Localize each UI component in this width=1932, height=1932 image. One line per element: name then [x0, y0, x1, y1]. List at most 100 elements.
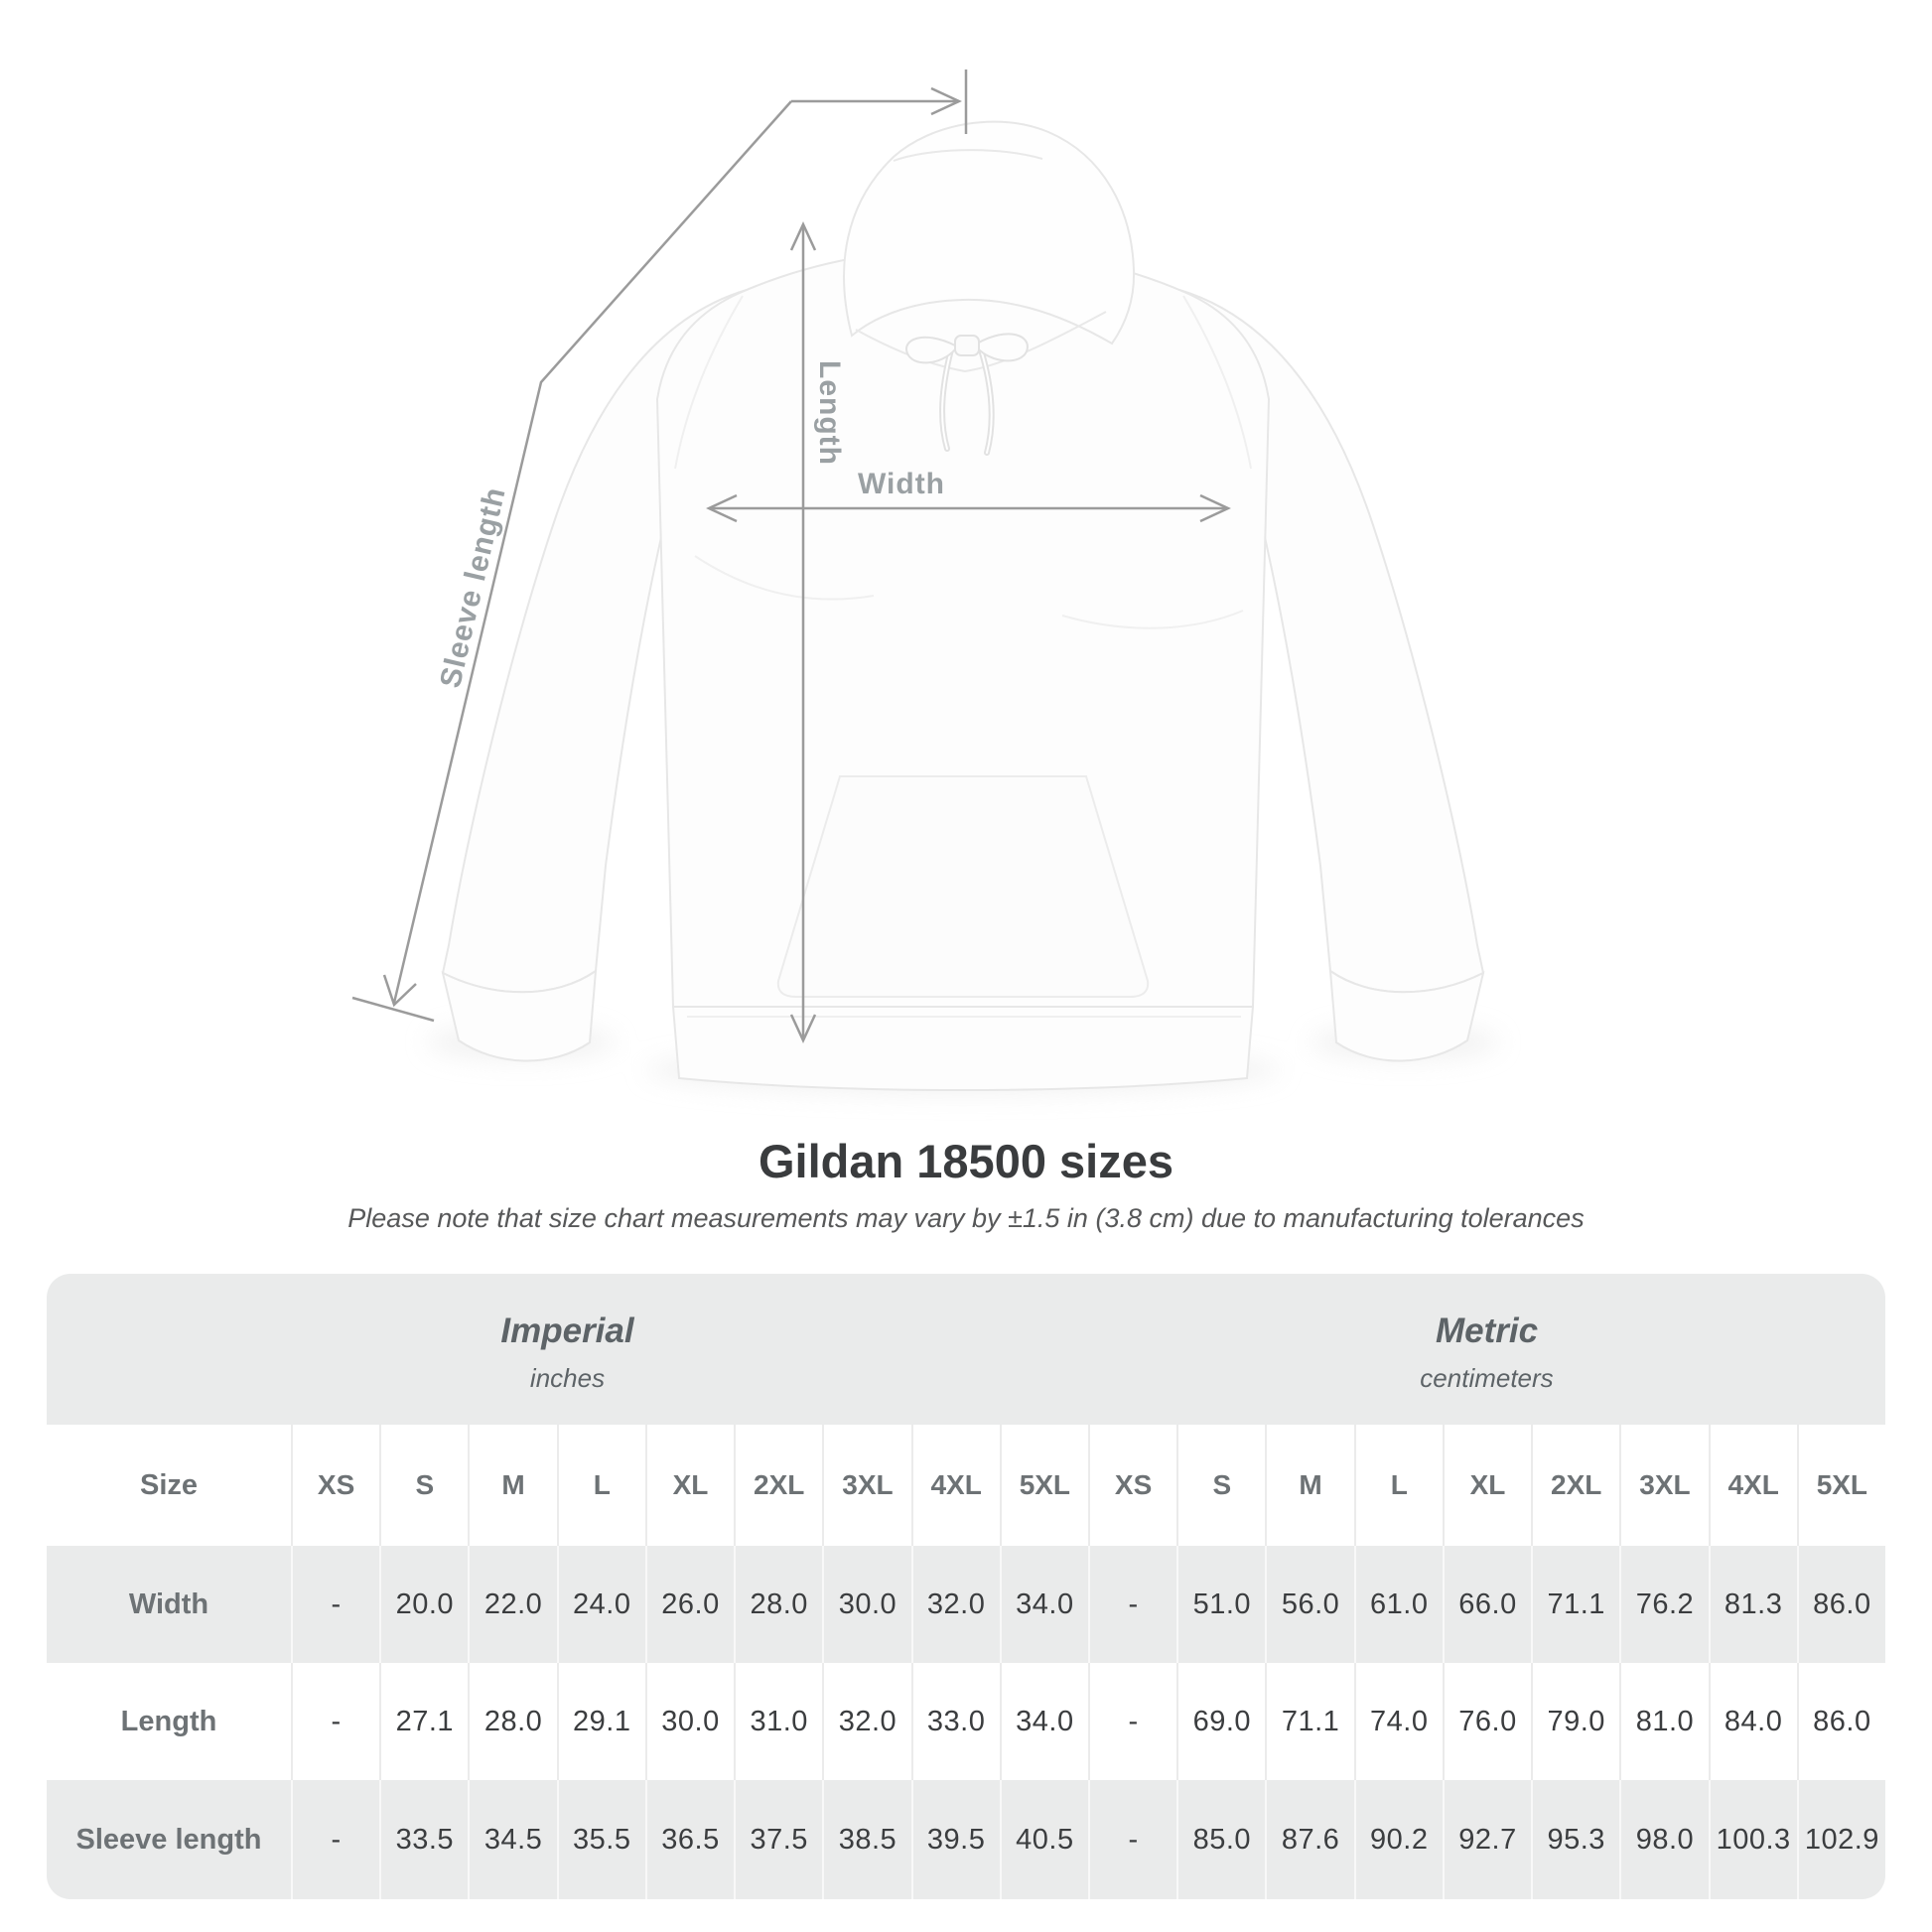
- measurement-cell: 86.0: [1796, 1546, 1885, 1663]
- measurement-cell: 81.0: [1619, 1663, 1708, 1780]
- measurement-cell: 98.0: [1619, 1780, 1708, 1899]
- size-header-cell: XS: [291, 1425, 379, 1546]
- width-label: Width: [858, 468, 945, 500]
- measurement-cell: 24.0: [556, 1546, 645, 1663]
- hoodie-measurement-diagram: Length Width Sleeve length: [351, 69, 1499, 1094]
- page-subtitle: Please note that size chart measurements…: [347, 1203, 1585, 1233]
- size-header-cell: 4XL: [1708, 1425, 1797, 1546]
- measurement-cell: 33.0: [910, 1663, 1000, 1780]
- arrow-left-icon: [706, 493, 738, 523]
- measurement-cell: 69.0: [1176, 1663, 1265, 1780]
- table-size-header-row: Size XS S M L XL 2XL 3XL 4XL 5XL XS S M L XL 2XL 3XL 4XL 5…: [47, 1425, 1885, 1546]
- measurement-cell: 30.0: [822, 1546, 910, 1663]
- measurement-cell: 66.0: [1442, 1546, 1531, 1663]
- measurement-cell: 85.0: [1176, 1780, 1265, 1899]
- measurement-cell: 31.0: [734, 1663, 822, 1780]
- hoodie-pocket: [776, 775, 1150, 998]
- measurement-cell: 20.0: [379, 1546, 468, 1663]
- measurement-cell: 76.0: [1442, 1663, 1531, 1780]
- size-column-header: Size: [139, 1468, 199, 1501]
- measurement-cell: 71.1: [1531, 1546, 1619, 1663]
- measurement-cell: 87.6: [1265, 1780, 1353, 1899]
- measurement-cell: 102.9: [1796, 1780, 1885, 1899]
- size-header-cell: XL: [644, 1425, 734, 1546]
- measurement-cell: -: [291, 1546, 379, 1663]
- measurement-cell: 33.5: [379, 1780, 468, 1899]
- measurement-cell: 76.2: [1619, 1546, 1708, 1663]
- measurement-cell: 32.0: [910, 1546, 1000, 1663]
- measurement-cell: 39.5: [910, 1780, 1000, 1899]
- measurement-cell: 35.5: [556, 1780, 645, 1899]
- arrow-right-icon: [1199, 493, 1231, 523]
- imperial-unit-label: inches: [529, 1362, 606, 1393]
- hoodie-hood: [843, 120, 1136, 345]
- size-header-cell: 5XL: [1796, 1425, 1885, 1546]
- measurement-cell: 79.0: [1531, 1663, 1619, 1780]
- sleeve-length-diagonal: [392, 100, 792, 1004]
- length-label: Length: [813, 360, 846, 466]
- arrow-down-icon: [789, 1014, 817, 1043]
- measurement-cell: 30.0: [644, 1663, 734, 1780]
- table-row-length: Length -27.1 28.0 29.1 30.0 31.0 32.0 33.0 34.0-…: [47, 1663, 1885, 1780]
- measurement-cell: 40.5: [999, 1780, 1088, 1899]
- measurement-cell: 36.5: [644, 1780, 734, 1899]
- hoodie-hem: [671, 1006, 1255, 1091]
- size-header-cell: 3XL: [1619, 1425, 1708, 1546]
- measurement-cell: 34.0: [999, 1546, 1088, 1663]
- imperial-label: Imperial: [500, 1311, 634, 1350]
- measurement-cell: 61.0: [1353, 1546, 1443, 1663]
- table-row-sleeve-length: Sleeve length -33.5 34.5 35.5 36.5 37.5 38.5 39…: [47, 1780, 1885, 1899]
- measurement-cell: 26.0: [644, 1546, 734, 1663]
- hoodie-right-cuff: [1328, 968, 1485, 1062]
- measurement-cell: -: [291, 1663, 379, 1780]
- measurement-cell: -: [1087, 1780, 1176, 1899]
- measurement-cell: 74.0: [1353, 1663, 1443, 1780]
- measurement-cell: 37.5: [734, 1780, 822, 1899]
- size-header-cell: 5XL: [999, 1425, 1088, 1546]
- size-header-cell: L: [1353, 1425, 1443, 1546]
- measurement-cell: 84.0: [1708, 1663, 1797, 1780]
- size-header-cell: M: [1265, 1425, 1353, 1546]
- size-header-cell: XL: [1442, 1425, 1531, 1546]
- measurement-cell: -: [291, 1780, 379, 1899]
- row-label: Width: [128, 1587, 209, 1620]
- size-header-cell: 2XL: [734, 1425, 822, 1546]
- hoodie-left-cuff: [441, 968, 598, 1062]
- table-group-header: Imperial inches Metric centimeters: [47, 1274, 1885, 1425]
- row-label: Length: [120, 1705, 217, 1737]
- measurement-cell: 90.2: [1353, 1780, 1443, 1899]
- metric-group-header: Metric centimeters: [1088, 1306, 1885, 1394]
- size-header-cell: 3XL: [822, 1425, 910, 1546]
- arrow-down-icon: [382, 974, 417, 1008]
- measurement-cell: 81.3: [1708, 1546, 1797, 1663]
- row-label: Sleeve length: [75, 1823, 262, 1856]
- measurement-cell: -: [1087, 1663, 1176, 1780]
- metric-label: Metric: [1435, 1311, 1539, 1350]
- size-header-cell: L: [556, 1425, 645, 1546]
- table-row-width: Width -20.0 22.0 24.0 26.0 28.0 30.0 32.0 34.0-5…: [47, 1546, 1885, 1663]
- measurement-cell: 27.1: [379, 1663, 468, 1780]
- size-header-cell: XS: [1087, 1425, 1176, 1546]
- size-header-cell: S: [1176, 1425, 1265, 1546]
- imperial-group-header: Imperial inches: [47, 1306, 1088, 1394]
- sleeve-length-bottom-tick: [351, 996, 435, 1023]
- measurement-cell: 100.3: [1708, 1780, 1797, 1899]
- arrow-right-icon: [930, 86, 962, 116]
- measurement-cell: 95.3: [1531, 1780, 1619, 1899]
- measurement-cell: 32.0: [822, 1663, 910, 1780]
- size-header-cell: 4XL: [910, 1425, 1000, 1546]
- measurement-cell: 38.5: [822, 1780, 910, 1899]
- measurement-cell: 28.0: [734, 1546, 822, 1663]
- hoodie-illustration: [441, 120, 1485, 1091]
- metric-unit-label: centimeters: [1420, 1362, 1554, 1393]
- size-header-cell: M: [468, 1425, 556, 1546]
- measurement-cell: 56.0: [1265, 1546, 1353, 1663]
- measurement-cell: 92.7: [1442, 1780, 1531, 1899]
- size-header-cell: S: [379, 1425, 468, 1546]
- measurement-cell: 71.1: [1265, 1663, 1353, 1780]
- measurement-cell: 29.1: [556, 1663, 645, 1780]
- measurement-cell: 34.5: [468, 1780, 556, 1899]
- measurement-cell: -: [1087, 1546, 1176, 1663]
- size-table: Imperial inches Metric centimeters Size X…: [47, 1274, 1885, 1899]
- arrow-up-icon: [789, 221, 817, 251]
